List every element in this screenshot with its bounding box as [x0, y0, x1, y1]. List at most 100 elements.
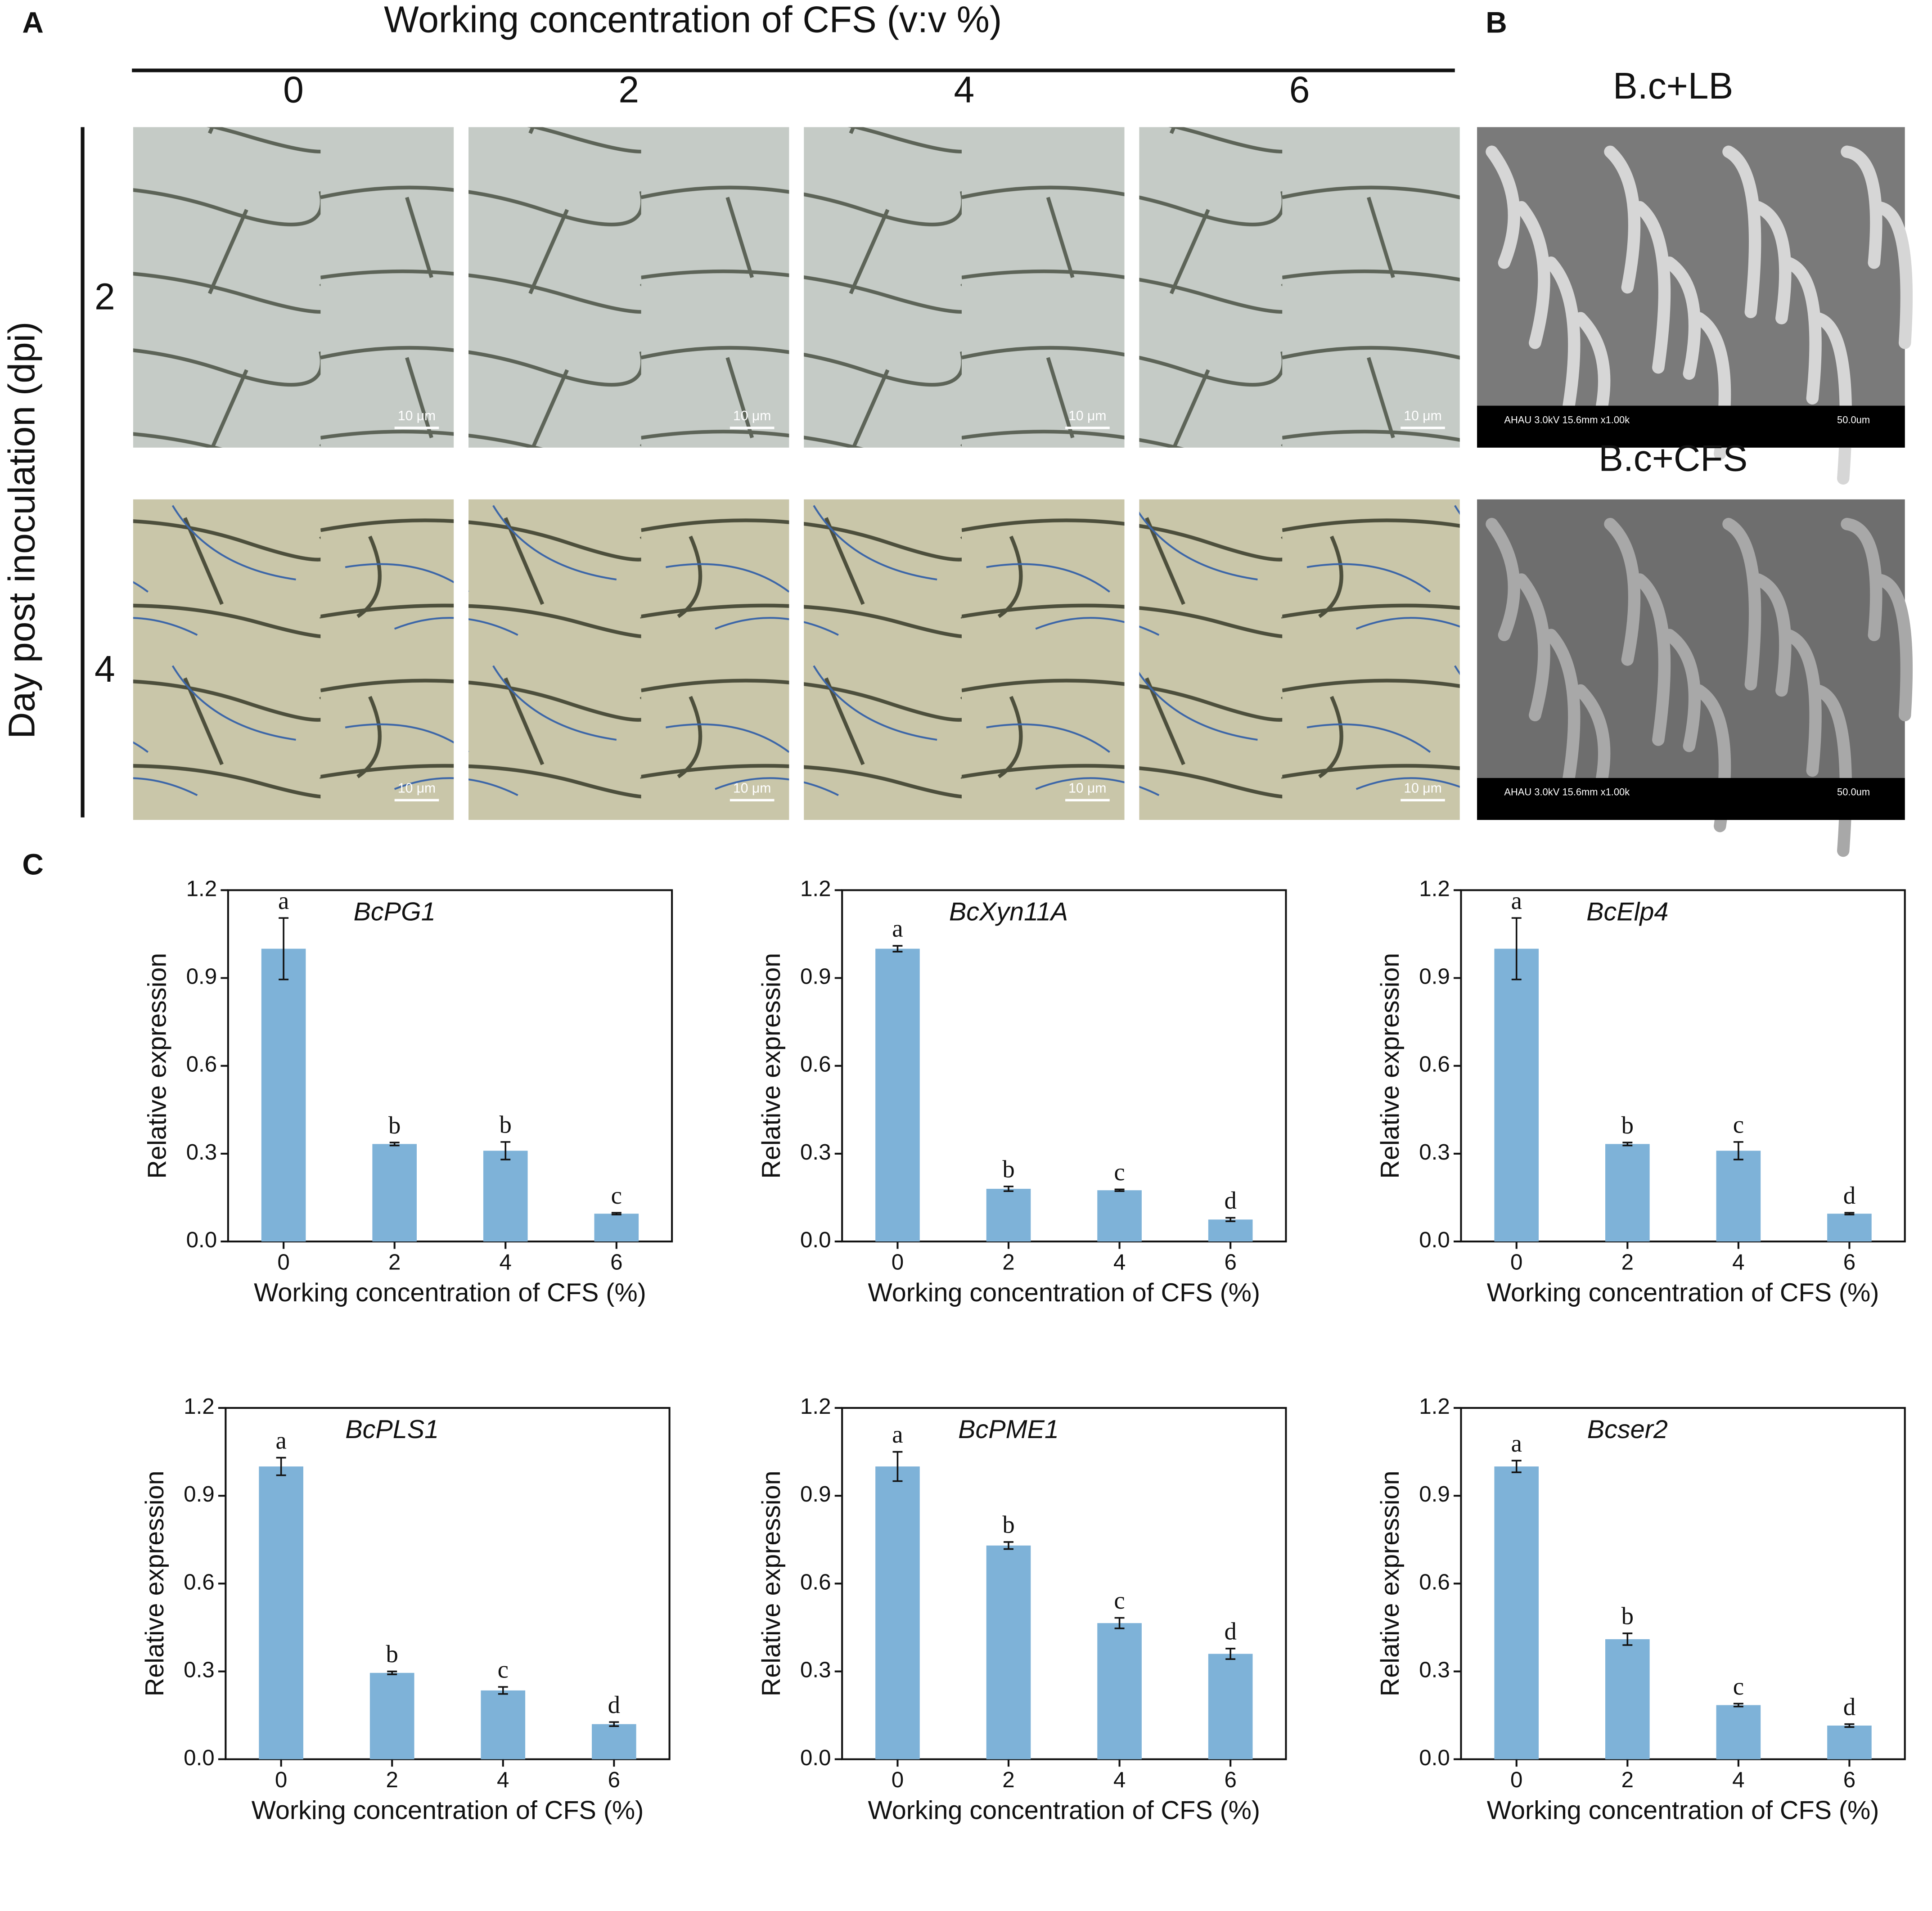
sem-scale: 50.0um: [1837, 787, 1870, 798]
bar: [594, 1214, 639, 1242]
bar: [483, 1151, 528, 1242]
y-axis-label: Relative expression: [140, 1470, 169, 1696]
column-label: 6: [1289, 69, 1310, 110]
error-bar: [1511, 1460, 1522, 1473]
bar: [1827, 1214, 1872, 1242]
scale-bar-label: 10 μm: [733, 409, 771, 423]
y-tick-label: 0.9: [1419, 1482, 1450, 1506]
significance-letter: b: [386, 1640, 398, 1668]
significance-letter: a: [1511, 1430, 1522, 1457]
bar: [986, 1188, 1031, 1242]
x-tick-label: 0: [892, 1767, 904, 1792]
x-tick-label: 4: [497, 1767, 509, 1792]
error-bar: [1004, 1541, 1013, 1550]
x-tick-label: 2: [386, 1767, 398, 1792]
error-bar: [892, 1451, 903, 1482]
y-tick-label: 0.3: [800, 1140, 831, 1165]
error-bar: [1622, 1632, 1633, 1646]
sem-texture: [1486, 517, 1520, 641]
bar: [369, 1673, 414, 1759]
significance-letter: b: [500, 1111, 512, 1138]
x-tick-label: 2: [1621, 1767, 1634, 1792]
error-bar: [1511, 917, 1522, 980]
chart-title: BcXyn11A: [949, 898, 1068, 926]
bar: [1605, 1639, 1650, 1759]
error-bar: [387, 1670, 397, 1675]
error-bar: [1622, 1142, 1633, 1147]
x-tick-label: 4: [1732, 1767, 1744, 1792]
sem-texture: [1545, 629, 1581, 802]
x-axis-label: Working concentration of CFS (%): [1487, 1278, 1879, 1307]
row-title: Day post inoculation (dpi): [1, 322, 42, 739]
y-tick-label: 0.3: [186, 1140, 217, 1165]
sem-info: AHAU 3.0kV 15.6mm x1.00k: [1504, 414, 1630, 425]
sem-texture: [1515, 573, 1550, 721]
scale-bar-label: 10 μm: [733, 781, 771, 796]
scale-bar-label: 10 μm: [1068, 781, 1106, 796]
sem-texture: [1663, 256, 1701, 380]
error-bar: [1004, 1185, 1013, 1192]
micrograph-texture: [1139, 127, 1460, 448]
y-axis-label: Relative expression: [1376, 953, 1405, 1179]
sem-texture: [1781, 256, 1822, 405]
y-tick-label: 0.6: [800, 1569, 831, 1594]
y-tick-label: 0.6: [184, 1569, 215, 1594]
bar: [1716, 1151, 1761, 1242]
y-tick-label: 0.3: [800, 1658, 831, 1682]
y-axis-label: Relative expression: [143, 953, 172, 1179]
significance-letter: d: [1843, 1182, 1855, 1209]
error-bar: [1114, 1617, 1125, 1629]
y-tick-label: 0.6: [1419, 1052, 1450, 1077]
bar: [259, 1466, 303, 1759]
column-label: 0: [283, 69, 304, 110]
error-bar: [1733, 1141, 1743, 1160]
y-tick-label: 0.3: [1419, 1140, 1450, 1165]
bar: [875, 949, 920, 1242]
bar: [481, 1690, 526, 1759]
sem-texture: [1752, 201, 1792, 324]
y-tick-label: 0.3: [184, 1658, 215, 1682]
significance-letter: a: [892, 1421, 903, 1448]
y-tick-label: 1.2: [184, 1394, 215, 1419]
y-tick-label: 0.3: [1419, 1658, 1450, 1682]
x-axis-label: Working concentration of CFS (%): [868, 1796, 1261, 1825]
significance-letter: b: [1621, 1602, 1634, 1630]
significance-letter: a: [1511, 887, 1522, 914]
error-bar: [1844, 1723, 1855, 1728]
bar: [1494, 949, 1539, 1242]
sem-texture: [1486, 145, 1520, 269]
error-bar: [500, 1141, 511, 1160]
micrograph-texture: [468, 127, 789, 448]
x-axis-label: Working concentration of CFS (%): [254, 1278, 646, 1307]
x-tick-label: 0: [275, 1767, 287, 1792]
sem-texture: [1752, 573, 1792, 697]
x-tick-label: 2: [1621, 1250, 1634, 1274]
scale-bar-label: 10 μm: [398, 781, 436, 796]
error-bar: [609, 1721, 619, 1727]
x-tick-label: 4: [500, 1250, 512, 1274]
row-label: 4: [95, 649, 115, 690]
significance-letter: c: [1114, 1587, 1125, 1614]
y-tick-label: 0.9: [800, 964, 831, 989]
bar: [1208, 1654, 1253, 1759]
significance-letter: b: [1002, 1511, 1014, 1538]
micrograph-texture: [804, 127, 1125, 448]
error-bar: [1733, 1703, 1743, 1708]
significance-letter: c: [1733, 1111, 1744, 1138]
significance-letter: c: [498, 1656, 509, 1683]
bar: [1208, 1219, 1253, 1242]
sem-info-bar: [1477, 778, 1905, 820]
sem-texture: [1722, 145, 1761, 319]
y-tick-label: 1.2: [800, 1394, 831, 1419]
x-tick-label: 6: [608, 1767, 620, 1792]
y-tick-label: 0.6: [800, 1052, 831, 1077]
bar: [1716, 1705, 1761, 1759]
bar: [1097, 1623, 1142, 1759]
sem-texture: [1841, 517, 1882, 641]
sem-texture: [1545, 256, 1581, 429]
sem-texture: [1870, 201, 1913, 349]
x-tick-label: 0: [1510, 1767, 1522, 1792]
significance-letter: a: [278, 887, 289, 914]
sem-texture: [1604, 145, 1641, 294]
